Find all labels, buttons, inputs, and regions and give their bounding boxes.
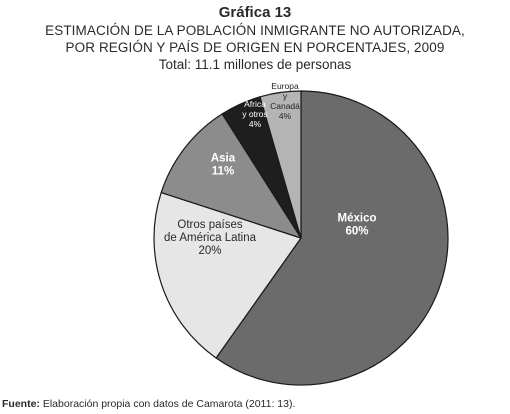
chart-title-line-2: POR REGIÓN Y PAÍS DE ORIGEN EN PORCENTAJ…: [65, 40, 445, 55]
pie-slice-otros-paises-america-latina: [153, 191, 302, 359]
slice-label-africa-y-otros: África y otros 4%: [242, 99, 268, 129]
slice-label-europa-y-canada: Europa y Canadá 4%: [270, 81, 300, 121]
slice-name-label: Europa: [271, 81, 299, 91]
slice-value-label: 20%: [198, 245, 221, 257]
slice-name-label: y otros: [242, 109, 268, 119]
figure-label: Gráfica 13: [218, 4, 292, 21]
slice-label-asia: Asia 11%: [211, 153, 236, 178]
slice-name-label: y: [283, 91, 288, 101]
pie-slice-mexico: [215, 90, 449, 386]
slice-value-label: 4%: [279, 111, 292, 121]
chart-title-line-1: ESTIMACIÓN DE LA POBLACIÓN INMIGRANTE NO…: [45, 23, 465, 38]
slice-label-mexico: México 60%: [338, 213, 377, 238]
slice-name-label: África: [244, 99, 266, 109]
slice-value-label: 4%: [249, 119, 262, 129]
slice-name-label: Asia: [211, 153, 236, 165]
slice-name-label: Canadá: [270, 101, 300, 111]
slice-value-label: 60%: [345, 226, 368, 238]
pie-slice-asia: [160, 113, 302, 239]
source-text: Elaboración propia con datos de Camarota…: [39, 398, 296, 410]
chart-header: Gráfica 13 ESTIMACIÓN DE LA POBLACIÓN IN…: [0, 4, 510, 73]
slice-label-otros-paises-america-latina: Otros países de América Latina 20%: [164, 219, 257, 257]
chart-subtitle: Total: 11.1 millones de personas: [158, 57, 352, 72]
slice-name-label: Otros países: [177, 219, 242, 231]
source-label: Fuente:: [2, 398, 40, 410]
source-note: Fuente: Elaboración propia con datos de …: [2, 398, 295, 410]
slice-name-label: México: [338, 213, 377, 225]
slice-value-label: 11%: [212, 166, 234, 178]
pie-slice-europa-y-canada: [259, 90, 302, 239]
slice-name-label: de América Latina: [164, 232, 257, 244]
